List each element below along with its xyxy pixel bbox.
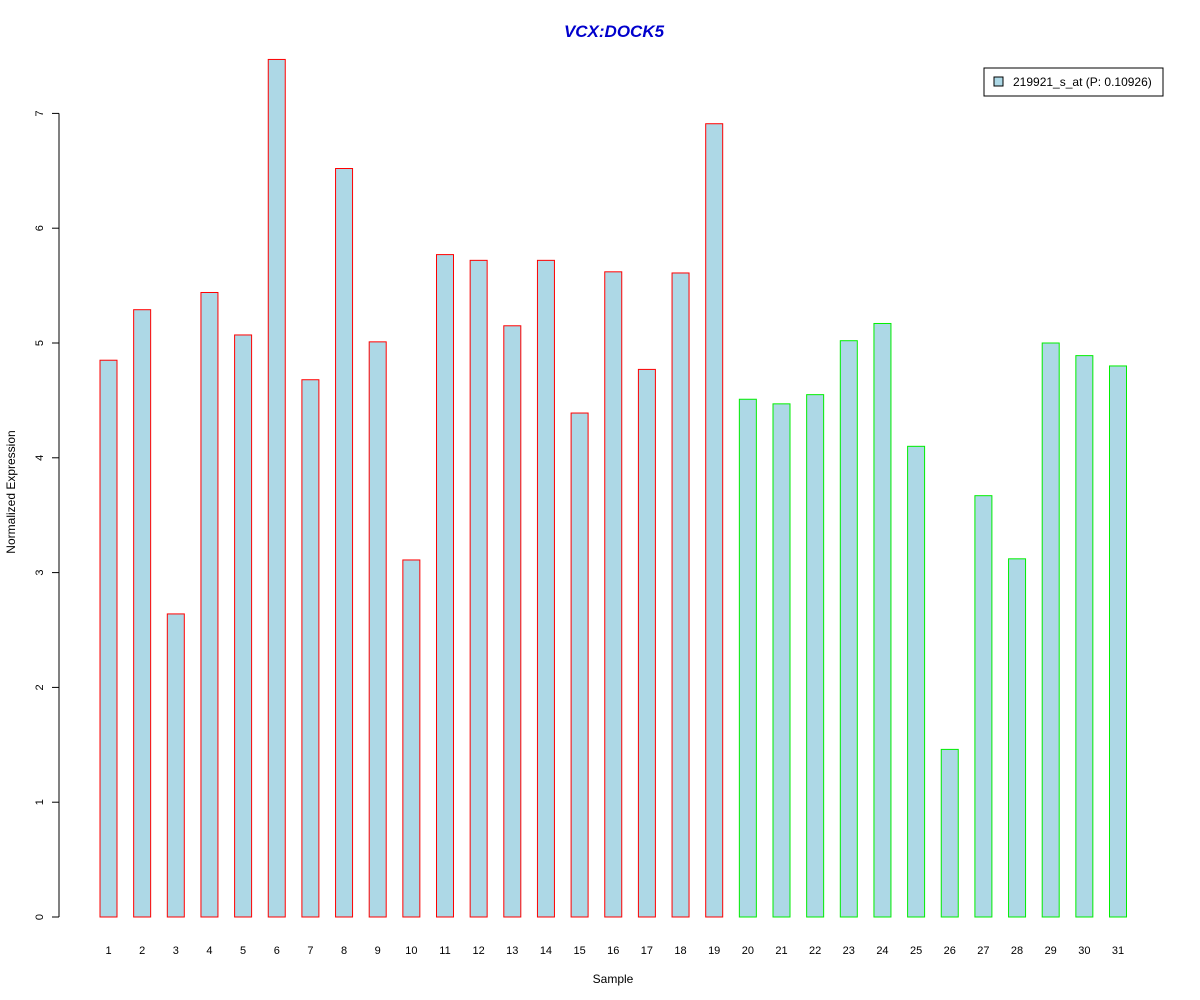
x-tick-label: 23 bbox=[843, 945, 855, 957]
bar bbox=[503, 325, 522, 918]
bar bbox=[570, 412, 589, 918]
bar bbox=[368, 341, 387, 918]
x-tick-label: 14 bbox=[540, 945, 552, 957]
y-tick-label: 4 bbox=[34, 455, 46, 461]
x-tick-label: 13 bbox=[506, 945, 518, 957]
legend-box bbox=[983, 67, 1164, 97]
x-tick-label: 25 bbox=[910, 945, 922, 957]
bar bbox=[940, 748, 959, 918]
x-tick-label: 24 bbox=[876, 945, 888, 957]
bar bbox=[604, 271, 623, 918]
x-tick-label: 6 bbox=[274, 945, 280, 957]
x-tick-label: 20 bbox=[742, 945, 754, 957]
y-axis: 0 1 2 3 4 5 6 7 bbox=[34, 110, 60, 920]
x-tick-label: 29 bbox=[1045, 945, 1057, 957]
x-tick-label: 19 bbox=[708, 945, 720, 957]
x-tick-label: 22 bbox=[809, 945, 821, 957]
x-tick-label: 5 bbox=[240, 945, 246, 957]
x-tick-label: 4 bbox=[206, 945, 212, 957]
x-tick-label: 7 bbox=[307, 945, 313, 957]
bar bbox=[133, 309, 152, 918]
bar bbox=[267, 58, 286, 918]
x-tick-label: 3 bbox=[173, 945, 179, 957]
bar bbox=[1075, 355, 1094, 918]
x-tick-labels: 1 2 3 4 5 6 7 8 9 10 11 12 13 14 15 16 17 18 19 20 21 22 23 24 2… bbox=[105, 945, 1124, 957]
bar bbox=[907, 445, 926, 918]
x-tick-label: 17 bbox=[641, 945, 653, 957]
y-tick-label: 6 bbox=[34, 225, 46, 231]
bar bbox=[974, 495, 993, 918]
bar bbox=[301, 379, 320, 918]
x-tick-label: 11 bbox=[439, 945, 450, 957]
x-tick-label: 1 bbox=[105, 945, 111, 957]
bar bbox=[637, 368, 656, 918]
x-tick-label: 10 bbox=[405, 945, 417, 957]
bar bbox=[671, 272, 690, 918]
bar bbox=[200, 291, 219, 918]
x-tick-label: 9 bbox=[375, 945, 381, 957]
bar bbox=[806, 394, 825, 918]
bar bbox=[335, 168, 354, 918]
y-tick-label: 0 bbox=[34, 914, 46, 920]
bar bbox=[166, 613, 185, 918]
bar bbox=[1041, 342, 1060, 918]
x-tick-label: 28 bbox=[1011, 945, 1023, 957]
y-tick-label: 2 bbox=[34, 684, 46, 690]
y-axis-title: Normalized Expression bbox=[4, 430, 18, 553]
bar bbox=[402, 559, 421, 918]
bar bbox=[738, 398, 757, 918]
x-tick-label: 12 bbox=[473, 945, 485, 957]
bar bbox=[536, 259, 555, 918]
x-tick-label: 8 bbox=[341, 945, 347, 957]
x-tick-label: 31 bbox=[1112, 945, 1124, 957]
bar bbox=[772, 403, 791, 918]
x-tick-label: 30 bbox=[1078, 945, 1090, 957]
bar bbox=[234, 334, 253, 918]
x-tick-label: 18 bbox=[674, 945, 686, 957]
legend: 219921_s_at (P: 0.10926) bbox=[983, 67, 1164, 97]
bars-group bbox=[99, 58, 1127, 918]
legend-label: 219921_s_at (P: 0.10926) bbox=[1013, 75, 1152, 89]
y-tick-label: 5 bbox=[34, 340, 46, 346]
x-tick-label: 27 bbox=[977, 945, 989, 957]
bar bbox=[839, 340, 858, 918]
x-tick-label: 21 bbox=[775, 945, 787, 957]
x-tick-label: 26 bbox=[944, 945, 956, 957]
x-tick-label: 16 bbox=[607, 945, 619, 957]
bar bbox=[1109, 365, 1127, 918]
x-tick-label: 2 bbox=[139, 945, 145, 957]
bar bbox=[705, 123, 724, 918]
y-tick-label: 7 bbox=[34, 110, 46, 116]
bar bbox=[99, 359, 118, 918]
y-tick-label: 3 bbox=[34, 570, 46, 576]
bar bbox=[469, 259, 488, 918]
x-tick-label: 15 bbox=[573, 945, 585, 957]
bar bbox=[436, 254, 454, 918]
bar bbox=[1008, 558, 1027, 918]
x-axis-title: Sample bbox=[593, 972, 634, 986]
y-tick-label: 1 bbox=[34, 799, 46, 805]
legend-swatch bbox=[993, 76, 1004, 87]
chart-title: VCX:DOCK5 bbox=[564, 22, 665, 41]
bar bbox=[873, 322, 892, 918]
